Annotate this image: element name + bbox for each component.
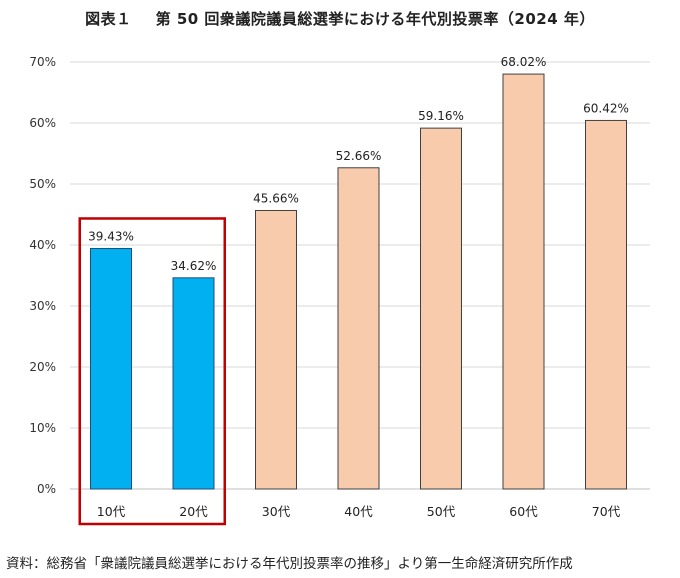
data-label: 39.43%: [88, 229, 134, 243]
y-tick-label: 20%: [29, 360, 56, 374]
y-tick-label: 70%: [29, 55, 56, 69]
bar: [585, 119, 627, 490]
bar: [420, 127, 462, 490]
x-axis: 10代 20代 30代 40代 50代 60代 70代: [97, 504, 621, 519]
y-tick-label: 10%: [29, 421, 56, 435]
bar: [172, 277, 215, 490]
gridlines: [70, 61, 650, 490]
data-label: 60.42%: [583, 101, 629, 115]
data-label: 45.66%: [253, 191, 299, 205]
bar: [502, 73, 545, 490]
y-tick-label: 0%: [37, 482, 56, 496]
x-tick-label: 10代: [97, 504, 126, 519]
x-tick-label: 60代: [509, 504, 538, 519]
y-tick-label: 50%: [29, 177, 56, 191]
bar: [255, 209, 297, 490]
x-tick-label: 40代: [344, 504, 373, 519]
source-note: 資料：総務省「衆議院議員総選挙における年代別投票率の推移」より第一生命経済研究所…: [6, 556, 573, 572]
data-label: 34.62%: [171, 259, 217, 273]
data-label: 59.16%: [418, 109, 464, 123]
bars: [90, 73, 627, 490]
x-tick-label: 30代: [262, 504, 291, 519]
bar: [90, 247, 132, 490]
bar: [337, 167, 380, 490]
y-tick-label: 30%: [29, 299, 56, 313]
y-tick-label: 60%: [29, 116, 56, 130]
x-tick-label: 50代: [427, 504, 456, 519]
y-axis: 0% 10% 20% 30% 40% 50% 60% 70%: [29, 55, 56, 496]
data-labels: 39.43% 34.62% 45.66% 52.66% 59.16% 68.02% 60.4…: [88, 55, 629, 273]
title-text: 第 50 回衆議院議員総選挙における年代別投票率（2024 年）: [155, 10, 595, 28]
x-tick-label: 70代: [592, 504, 621, 519]
data-label: 52.66%: [336, 149, 382, 163]
bar-chart: 0% 10% 20% 30% 40% 50% 60% 70% 39.43% 34.62% 45.6…: [29, 55, 650, 526]
x-tick-label: 20代: [179, 504, 208, 519]
y-tick-label: 40%: [29, 238, 56, 252]
highlight-box: [78, 217, 226, 526]
chart-title: 図表１ 第 50 回衆議院議員総選挙における年代別投票率（2024 年）: [0, 8, 680, 29]
data-label: 68.02%: [501, 55, 547, 69]
figure-number: 図表１: [85, 10, 132, 28]
